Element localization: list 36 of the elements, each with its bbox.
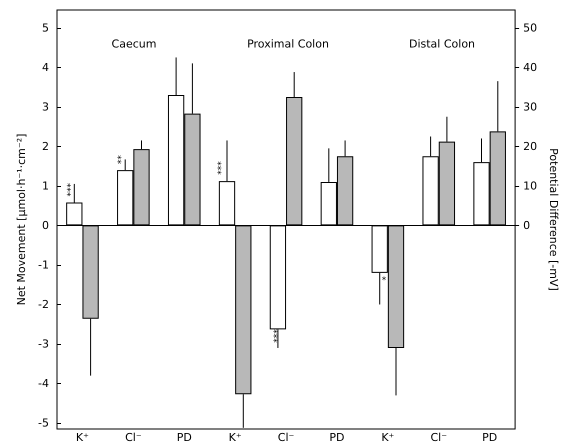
x-tick-label: Cl⁻	[430, 431, 448, 443]
annotation: *	[382, 276, 387, 286]
y-tick-label: -3	[38, 338, 49, 351]
annotation: ***	[273, 328, 283, 343]
y-tick-label: 3	[42, 100, 49, 114]
y-tick-label: -1	[38, 258, 49, 272]
y-axis-title: Net Movement [µmol·h⁻¹·cm⁻²]	[15, 134, 28, 306]
y2-axis-title: Potential Difference [-mV]	[547, 148, 560, 291]
x-tick-label: PD	[329, 431, 345, 443]
x-tick-label: Cl⁻	[278, 431, 295, 443]
y-tick-label: 4	[42, 60, 49, 74]
y2-tick-label: 10	[523, 179, 538, 192]
y2-tick-label: 20	[523, 140, 538, 153]
annotation: **	[117, 154, 128, 164]
annotation: Proximal Colon	[247, 38, 329, 50]
x-tick-label: K⁺	[381, 431, 395, 443]
annotation: ***	[66, 182, 76, 197]
y2-tick-label: 30	[523, 100, 538, 114]
y-tick-label: -4	[38, 377, 49, 390]
y-tick-label: 1	[42, 179, 49, 192]
y-tick-label: -5	[38, 416, 49, 430]
annotation: Caecum	[112, 38, 156, 50]
x-tick-label: PD	[482, 431, 498, 443]
y2-tick-label: 40	[523, 60, 538, 74]
x-tick-label: K⁺	[76, 431, 90, 443]
x-tick-label: K⁺	[228, 431, 242, 443]
y-tick-label: -2	[38, 298, 49, 311]
y2-tick-label: 50	[523, 21, 538, 34]
annotation: Distal Colon	[408, 38, 476, 50]
y-tick-label: 2	[42, 140, 49, 153]
x-tick-label: Cl⁻	[125, 431, 142, 443]
x-tick-label: PD	[176, 431, 192, 443]
y-tick-label: 5	[42, 21, 49, 34]
y-tick-label: 0	[42, 218, 49, 232]
y2-tick-label: 0	[523, 218, 530, 232]
annotation: ***	[217, 160, 227, 175]
